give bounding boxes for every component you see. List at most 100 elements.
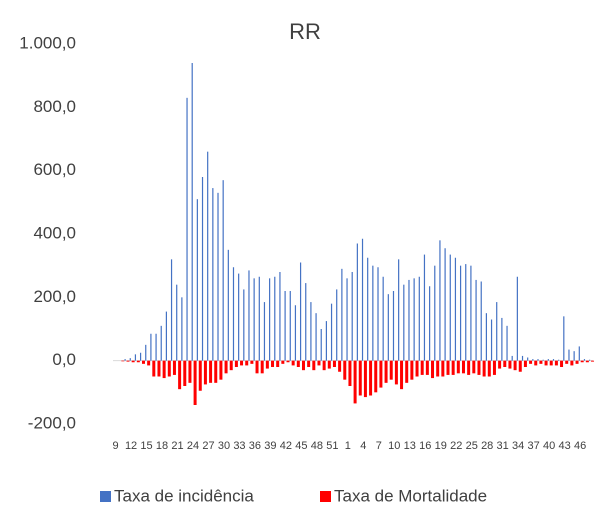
- bar: [503, 360, 507, 367]
- bar: [286, 360, 290, 363]
- bar: [573, 351, 575, 361]
- bar: [121, 360, 125, 362]
- bar: [317, 360, 321, 366]
- bar: [446, 360, 450, 375]
- bar: [240, 360, 244, 366]
- bar: [549, 360, 553, 366]
- bar: [454, 257, 457, 361]
- bar: [176, 284, 178, 361]
- bar: [301, 360, 305, 371]
- bar: [547, 359, 549, 361]
- bar: [136, 360, 140, 363]
- bar: [188, 360, 192, 383]
- x-tick-label: 28: [481, 440, 493, 452]
- bar: [480, 281, 482, 361]
- legend-swatch: [100, 491, 111, 502]
- bar: [271, 360, 275, 367]
- bar: [214, 360, 218, 383]
- legend-swatch: [320, 491, 331, 502]
- bar: [456, 360, 460, 374]
- bar: [490, 319, 493, 361]
- bar: [410, 360, 414, 380]
- bar: [332, 360, 336, 367]
- bar: [560, 360, 564, 367]
- y-tick-label: 600,0: [33, 160, 76, 179]
- bar: [217, 192, 219, 361]
- bar: [150, 333, 152, 361]
- x-tick-label: 1: [345, 440, 351, 452]
- bar: [131, 360, 135, 363]
- bar: [305, 283, 307, 361]
- bar: [485, 313, 487, 361]
- x-tick-label: 27: [202, 440, 214, 452]
- y-tick-label: 1.000,0: [19, 33, 76, 52]
- bar: [274, 276, 276, 361]
- y-tick-label: 0,0: [52, 350, 76, 369]
- bar: [367, 257, 369, 361]
- x-tick-label: 46: [574, 440, 586, 452]
- bar: [183, 360, 187, 386]
- bar: [330, 303, 333, 361]
- bar: [583, 359, 586, 361]
- bar: [315, 313, 317, 361]
- x-tick-label: 39: [264, 440, 276, 452]
- x-tick-label: 18: [156, 440, 168, 452]
- y-tick-label: 400,0: [33, 223, 76, 242]
- x-tick-label: 34: [512, 440, 524, 452]
- x-tick-label: 37: [528, 440, 540, 452]
- bar: [193, 360, 197, 405]
- x-tick-label: 12: [125, 440, 137, 452]
- bar: [434, 265, 436, 361]
- bar: [387, 294, 389, 361]
- bar: [227, 249, 229, 361]
- bar: [170, 259, 173, 361]
- bar: [565, 360, 569, 364]
- bar: [310, 302, 312, 361]
- bar: [361, 238, 364, 361]
- bar: [444, 248, 446, 361]
- bar: [353, 360, 357, 404]
- bar: [451, 360, 455, 375]
- bar: [377, 267, 379, 361]
- bar: [322, 360, 326, 371]
- bar: [585, 360, 589, 363]
- bar: [563, 316, 565, 361]
- bar: [523, 360, 527, 367]
- bar: [529, 360, 533, 364]
- bar: [403, 284, 405, 361]
- bar: [281, 360, 285, 364]
- x-tick-label: 43: [558, 440, 570, 452]
- bar: [506, 325, 508, 361]
- x-tick-label: 24: [187, 440, 199, 452]
- bar: [591, 360, 595, 362]
- bar: [260, 360, 264, 374]
- bar: [284, 291, 286, 361]
- bar: [327, 360, 331, 369]
- x-tick-label: 21: [171, 440, 183, 452]
- bar: [162, 360, 166, 379]
- x-tick-label: 51: [326, 440, 338, 452]
- bar: [346, 278, 348, 361]
- bar: [513, 360, 517, 371]
- x-tick-label: 22: [450, 440, 462, 452]
- bar: [389, 360, 393, 380]
- bar: [172, 360, 176, 375]
- bar: [465, 264, 467, 361]
- bar: [219, 360, 223, 380]
- bar: [534, 360, 538, 366]
- bar: [518, 360, 522, 372]
- bar: [408, 279, 410, 361]
- bar: [338, 360, 342, 372]
- bar: [147, 360, 151, 366]
- bar: [429, 286, 431, 361]
- y-tick-label: 200,0: [33, 287, 76, 306]
- bar: [544, 360, 548, 366]
- bar: [160, 325, 162, 361]
- y-tick-label: 800,0: [33, 97, 76, 116]
- bar: [258, 276, 260, 361]
- chart-title: RR: [289, 19, 321, 44]
- x-tick-label: 31: [497, 440, 509, 452]
- bar: [248, 270, 250, 361]
- bar: [165, 311, 167, 361]
